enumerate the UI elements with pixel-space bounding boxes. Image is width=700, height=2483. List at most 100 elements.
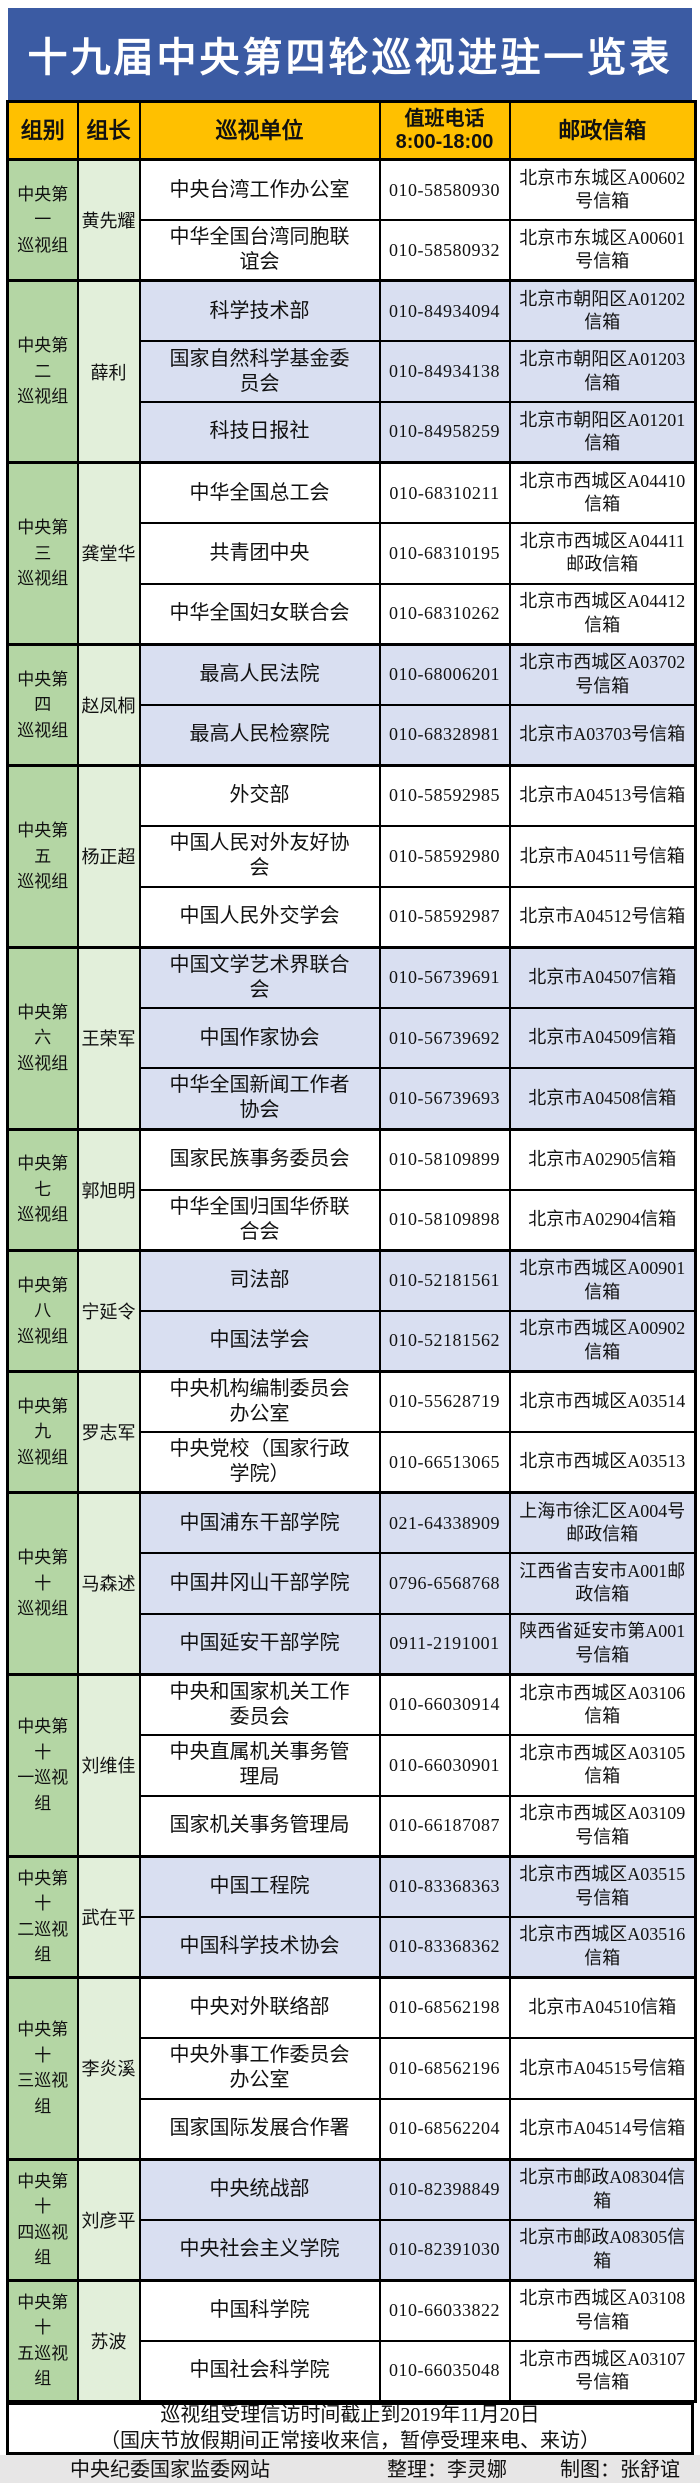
mailbox-cell: 北京市西城区A03514	[508, 1369, 697, 1433]
unit-name-cell: 中国浦东干部学院	[138, 1491, 381, 1555]
unit-name-cell: 中华全国妇女联合会	[138, 582, 381, 646]
group-name-cell: 中央第三 巡视组	[6, 460, 79, 646]
group-name-cell: 中央第七 巡视组	[6, 1127, 79, 1252]
duty-phone-cell: 010-68562196	[378, 2036, 511, 2100]
duty-phone-cell: 010-68310211	[378, 460, 511, 525]
unit-name-cell: 中国工程院	[138, 1854, 381, 1918]
group-leader-cell: 苏波	[76, 2278, 141, 2403]
unit-name-cell: 中华全国总工会	[138, 460, 381, 525]
unit-name-cell: 国家民族事务委员会	[138, 1127, 381, 1191]
mailbox-cell: 北京市A04513号信箱	[508, 763, 697, 828]
table-row: 中华全国台湾同胞联谊会 010-58580932 北京市东城区A00601号信箱	[8, 219, 697, 282]
table-row: 中国科学技术协会 010-83368362 北京市西城区A03516信箱	[8, 1915, 697, 1979]
duty-phone-cell: 010-82398849	[378, 2157, 511, 2221]
duty-phone-cell: 010-83368363	[378, 1854, 511, 1918]
mailbox-cell: 北京市东城区A00602号信箱	[508, 158, 697, 222]
unit-name-cell: 中国人民外交学会	[138, 885, 381, 949]
header-group: 组别	[6, 100, 79, 161]
table-row: 中央外事工作委员会办公室 010-68562196 北京市A04515号信箱	[8, 2036, 697, 2100]
duty-phone-cell: 010-66513065	[378, 1430, 511, 1494]
duty-phone-cell: 0911-2191001	[378, 1612, 511, 1676]
table-row: 中央第十 巡视组 马森述 中国浦东干部学院 021-64338909 上海市徐汇区A00…	[6, 1491, 697, 1676]
mailbox-cell: 江西省吉安市A001邮政信箱	[508, 1552, 697, 1615]
duty-phone-cell: 010-58580930	[378, 158, 511, 222]
duty-phone-cell: 010-66033822	[378, 2278, 511, 2342]
unit-name-cell: 最高人民检察院	[138, 703, 381, 767]
unit-name-cell: 科技日报社	[138, 400, 381, 464]
group-leader-cell: 王荣军	[76, 945, 141, 1130]
duty-phone-cell: 010-82391030	[378, 2218, 511, 2282]
duty-phone-cell: 010-66030914	[378, 1672, 511, 1736]
group-name-cell: 中央第八 巡视组	[6, 1248, 79, 1373]
group-leader-cell: 刘彦平	[76, 2157, 141, 2282]
duty-phone-cell: 010-52181562	[378, 1309, 511, 1373]
table-row: 中央社会主义学院 010-82391030 北京市邮政A08305信箱	[8, 2218, 697, 2282]
table-row: 中央直属机关事务管理局 010-66030901 北京市西城区A03105信箱	[8, 1733, 697, 1797]
mailbox-cell: 北京市西城区A04411邮政信箱	[508, 522, 697, 585]
mailbox-cell: 北京市朝阳区A01203信箱	[508, 340, 697, 403]
duty-phone-cell: 010-58580932	[378, 219, 511, 282]
mailbox-cell: 北京市西城区A03515号信箱	[508, 1854, 697, 1918]
duty-phone-cell: 010-68328981	[378, 703, 511, 767]
page-margin	[0, 0, 700, 8]
duty-phone-cell: 010-58592987	[378, 885, 511, 949]
header-phone: 值班电话 8:00-18:00	[378, 100, 511, 161]
group-leader-cell: 龚堂华	[76, 460, 141, 646]
group-name-cell: 中央第十 五巡视组	[6, 2278, 79, 2403]
mailbox-cell: 北京市西城区A03109号信箱	[508, 1794, 697, 1858]
mailbox-cell: 陕西省延安市第A001号信箱	[508, 1612, 697, 1676]
duty-phone-cell: 010-58592980	[378, 825, 511, 888]
duty-phone-cell: 0796-6568768	[378, 1552, 511, 1615]
unit-name-cell: 国家国际发展合作署	[138, 2097, 381, 2161]
duty-phone-cell: 010-55628719	[378, 1369, 511, 1433]
group-leader-cell: 黄先耀	[76, 157, 141, 282]
mailbox-cell: 北京市西城区A00902信箱	[508, 1309, 697, 1373]
unit-name-cell: 中华全国归国华侨联合会	[138, 1188, 381, 1252]
group-leader-cell: 刘维佳	[76, 1672, 141, 1858]
table-row: 中央第二 巡视组 薛利 科学技术部 010-84934094 北京市朝阳区A01202信…	[6, 279, 697, 464]
group-name-cell: 中央第十 巡视组	[6, 1491, 79, 1676]
unit-name-cell: 中华全国台湾同胞联谊会	[138, 219, 381, 282]
duty-phone-cell: 021-64338909	[378, 1491, 511, 1555]
table-row: 中央第十 五巡视组 苏波 中国科学院 010-66033822 北京市西城区A03108…	[6, 2278, 697, 2403]
inspection-table: 组别 组长 巡视单位 值班电话 8:00-18:00 邮政信箱 中央第一 巡视组…	[6, 100, 697, 2403]
group-name-cell: 中央第十 一巡视组	[6, 1672, 79, 1858]
table-row: 中央第十 一巡视组 刘维佳 中央和国家机关工作委员会 010-66030914 北京市西…	[6, 1672, 697, 1858]
mailbox-cell: 北京市朝阳区A01201信箱	[508, 400, 697, 464]
duty-phone-cell: 010-58592985	[378, 763, 511, 828]
footnote-box: 巡视组受理信访时间截止到2019年11月20日 （国庆节放假期间正常接收来信，暂…	[6, 2402, 694, 2455]
table-header-row: 组别 组长 巡视单位 值班电话 8:00-18:00 邮政信箱	[6, 100, 697, 161]
group-leader-cell: 李炎溪	[76, 1975, 141, 2161]
table-row: 国家自然科学基金委员会 010-84934138 北京市朝阳区A01203信箱	[8, 340, 697, 403]
mailbox-cell: 北京市西城区A03106信箱	[508, 1672, 697, 1736]
table-row: 最高人民检察院 010-68328981 北京市A03703号信箱	[8, 703, 697, 767]
credits-editor: 整理：李灵娜	[387, 2459, 507, 2482]
unit-name-cell: 中国科学技术协会	[138, 1915, 381, 1979]
mailbox-cell: 北京市A04509信箱	[508, 1006, 697, 1070]
group-leader-cell: 杨正超	[76, 763, 141, 949]
duty-phone-cell: 010-84934094	[378, 279, 511, 343]
unit-name-cell: 中国科学院	[138, 2278, 381, 2342]
mailbox-cell: 北京市A04514号信箱	[508, 2097, 697, 2161]
table-row: 中央第九 巡视组 罗志军 中央机构编制委员会办公室 010-55628719 北京市西城…	[6, 1369, 697, 1494]
unit-name-cell: 中国人民对外友好协会	[138, 825, 381, 888]
duty-phone-cell: 010-56739691	[378, 945, 511, 1009]
mailbox-cell: 北京市邮政A08304信箱	[508, 2157, 697, 2221]
header-mailbox: 邮政信箱	[508, 100, 697, 161]
duty-phone-cell: 010-56739693	[378, 1067, 511, 1130]
group-leader-cell: 宁延令	[76, 1248, 141, 1373]
mailbox-cell: 北京市西城区A03513	[508, 1430, 697, 1494]
unit-name-cell: 最高人民法院	[138, 642, 381, 706]
mailbox-cell: 北京市西城区A03516信箱	[508, 1915, 697, 1979]
table-row: 共青团中央 010-68310195 北京市西城区A04411邮政信箱	[8, 522, 697, 585]
table-row: 中央党校（国家行政学院） 010-66513065 北京市西城区A03513	[8, 1430, 697, 1494]
mailbox-cell: 北京市西城区A03702号信箱	[508, 642, 697, 706]
unit-name-cell: 中央外事工作委员会办公室	[138, 2036, 381, 2100]
duty-phone-cell: 010-68562198	[378, 1975, 511, 2039]
unit-name-cell: 中央社会主义学院	[138, 2218, 381, 2282]
group-name-cell: 中央第一 巡视组	[6, 157, 79, 282]
unit-name-cell: 中国法学会	[138, 1309, 381, 1373]
unit-name-cell: 中央直属机关事务管理局	[138, 1733, 381, 1797]
unit-name-cell: 司法部	[138, 1248, 381, 1312]
unit-name-cell: 外交部	[138, 763, 381, 828]
